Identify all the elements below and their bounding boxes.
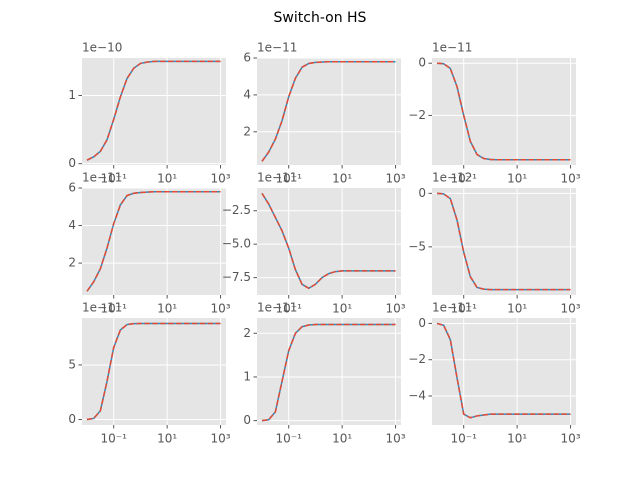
plot-area — [257, 58, 401, 165]
offset-text: 1e−10 — [82, 41, 122, 55]
x-tick-label: 10⁻¹ — [450, 302, 477, 316]
x-tick-label: 10⁻¹ — [100, 432, 127, 446]
x-tick-label: 10¹ — [332, 302, 352, 316]
data-line — [261, 60, 396, 162]
y-tick-label: 2 — [243, 124, 251, 138]
y-tick-label: 0 — [418, 56, 426, 70]
y-tick-label: 0 — [418, 186, 426, 200]
x-tick-label: 10³ — [561, 302, 581, 316]
data-line — [436, 322, 571, 419]
offset-text: 1e−11 — [432, 301, 472, 315]
y-tick-label: −2 — [408, 108, 426, 122]
x-tick-label: 10⁻¹ — [100, 302, 127, 316]
y-tick-label: 4 — [243, 87, 251, 101]
plot-area — [432, 188, 576, 295]
offset-text: 1e−11 — [257, 41, 297, 55]
x-tick-label: 10¹ — [332, 172, 352, 186]
x-tick-label: 10³ — [211, 432, 231, 446]
data-line — [436, 192, 571, 291]
x-tick-label: 10⁻¹ — [275, 172, 302, 186]
x-tick-label: 10¹ — [157, 302, 177, 316]
y-tick-label: 0 — [418, 316, 426, 330]
y-tick-label: −5 — [408, 239, 426, 253]
data-line — [86, 60, 221, 161]
offset-text: 1e−11 — [82, 171, 122, 185]
plot-area — [432, 318, 576, 425]
y-tick-label: 0 — [68, 156, 76, 170]
x-tick-label: 10¹ — [332, 432, 352, 446]
y-tick-label: 5 — [68, 357, 76, 371]
y-tick-label: 6 — [68, 181, 76, 195]
plot-area — [432, 58, 576, 165]
y-tick-label: 4 — [68, 218, 76, 232]
plot-area — [82, 58, 226, 165]
x-tick-label: 10³ — [386, 172, 406, 186]
y-tick-label: 0 — [68, 412, 76, 426]
x-tick-label: 10¹ — [157, 172, 177, 186]
y-tick-label: 2 — [68, 256, 76, 270]
offset-text: 1e−11 — [257, 301, 297, 315]
y-tick-label: −2 — [408, 352, 426, 366]
data-line — [436, 62, 571, 161]
x-tick-label: 10⁻¹ — [275, 432, 302, 446]
x-tick-label: 10³ — [561, 432, 581, 446]
x-tick-label: 10⁻¹ — [450, 172, 477, 186]
y-tick-label: −7.5 — [222, 270, 251, 284]
y-tick-label: −2.5 — [222, 203, 251, 217]
x-tick-label: 10⁻¹ — [450, 432, 477, 446]
plot-area — [257, 318, 401, 425]
x-tick-label: 10³ — [561, 172, 581, 186]
x-tick-label: 10¹ — [157, 432, 177, 446]
x-tick-label: 10³ — [211, 172, 231, 186]
x-tick-label: 10³ — [386, 432, 406, 446]
offset-text: 1e−11 — [82, 301, 122, 315]
y-tick-label: 6 — [243, 51, 251, 65]
x-tick-label: 10¹ — [507, 302, 527, 316]
offset-text: 1e−12 — [432, 171, 472, 185]
plot-area — [82, 318, 226, 425]
data-line — [261, 192, 396, 290]
x-tick-label: 10¹ — [507, 432, 527, 446]
x-tick-label: 10³ — [211, 302, 231, 316]
x-tick-label: 10³ — [386, 302, 406, 316]
figure-title: Switch-on HS — [274, 10, 367, 26]
data-line — [86, 191, 221, 292]
y-tick-label: 1 — [68, 88, 76, 102]
plot-area — [82, 188, 226, 295]
y-tick-label: −4 — [408, 388, 426, 402]
offset-text: 1e−11 — [257, 171, 297, 185]
y-tick-label: −5.0 — [222, 237, 251, 251]
x-tick-label: 10⁻¹ — [100, 172, 127, 186]
x-tick-label: 10⁻¹ — [275, 302, 302, 316]
data-line — [261, 323, 396, 422]
y-tick-label: 1 — [243, 369, 251, 383]
x-tick-label: 10¹ — [507, 172, 527, 186]
data-line — [86, 322, 221, 421]
y-tick-label: 0 — [243, 413, 251, 427]
offset-text: 1e−11 — [432, 41, 472, 55]
plot-area — [257, 188, 401, 295]
y-tick-label: 2 — [243, 326, 251, 340]
